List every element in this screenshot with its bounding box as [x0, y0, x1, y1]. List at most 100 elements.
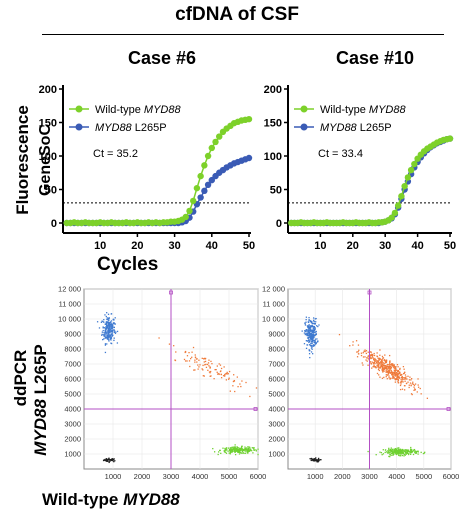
- droplet: [312, 344, 314, 346]
- droplet: [313, 320, 315, 323]
- droplet: [389, 453, 392, 455]
- droplet: [307, 330, 309, 332]
- droplet: [394, 371, 396, 373]
- droplet: [107, 337, 109, 340]
- droplet: [412, 381, 414, 383]
- droplet: [407, 449, 410, 451]
- droplet: [405, 382, 408, 385]
- x-tick-label: 1000: [307, 472, 324, 481]
- droplet: [223, 451, 226, 453]
- droplet: [402, 373, 405, 375]
- droplet: [112, 329, 114, 331]
- droplet: [312, 334, 314, 336]
- droplet: [104, 332, 106, 334]
- droplet: [373, 366, 375, 368]
- droplet: [248, 446, 251, 448]
- droplet: [308, 327, 310, 329]
- droplet: [233, 447, 236, 449]
- droplet: [388, 354, 391, 357]
- droplet: [230, 451, 232, 453]
- droplet: [394, 453, 396, 455]
- droplet: [213, 451, 216, 453]
- droplet: [397, 452, 399, 455]
- droplet: [405, 450, 408, 452]
- droplet: [194, 359, 196, 361]
- droplet: [184, 360, 187, 362]
- droplet: [168, 343, 171, 345]
- legend-marker: [75, 123, 83, 131]
- droplet: [388, 371, 390, 374]
- y-tick-label: 6000: [64, 375, 81, 384]
- droplet: [301, 330, 303, 332]
- droplet: [402, 365, 405, 368]
- droplet: [400, 381, 402, 383]
- droplet: [104, 458, 106, 461]
- droplet: [313, 460, 316, 462]
- droplet: [404, 378, 406, 380]
- droplet: [409, 451, 411, 453]
- droplet: [381, 377, 384, 380]
- droplet: [381, 453, 383, 456]
- droplet: [311, 321, 313, 323]
- droplet: [306, 344, 308, 346]
- droplet: [308, 338, 310, 340]
- droplet: [235, 448, 237, 450]
- droplet: [404, 374, 407, 376]
- droplet: [240, 448, 242, 450]
- y-tick-label: 10 000: [58, 315, 81, 324]
- droplet: [410, 450, 412, 452]
- droplet: [393, 448, 395, 450]
- droplet: [241, 450, 244, 452]
- droplet: [393, 368, 395, 370]
- droplet-cluster-negative: [309, 457, 322, 463]
- droplet: [242, 452, 244, 454]
- droplet: [218, 363, 220, 365]
- droplet: [108, 457, 110, 459]
- droplet: [402, 381, 404, 383]
- droplet: [403, 389, 406, 391]
- data-point: [208, 176, 215, 184]
- droplet: [311, 325, 314, 328]
- droplet: [397, 366, 399, 368]
- droplet: [390, 368, 392, 370]
- droplet: [371, 357, 373, 359]
- droplet: [311, 337, 313, 339]
- droplet: [385, 366, 387, 369]
- droplet: [239, 447, 241, 450]
- droplet: [220, 377, 223, 379]
- droplet: [189, 365, 191, 368]
- droplet: [309, 356, 311, 359]
- droplet: [411, 377, 413, 380]
- droplet: [246, 449, 248, 451]
- droplet: [106, 331, 108, 333]
- droplet: [109, 460, 111, 462]
- droplet: [413, 389, 415, 392]
- droplet: [236, 446, 238, 448]
- droplet: [110, 322, 112, 324]
- droplet: [398, 454, 400, 457]
- droplet: [382, 371, 384, 373]
- data-point: [212, 138, 219, 146]
- droplet: [188, 351, 190, 354]
- droplet: [110, 337, 112, 340]
- droplet: [104, 333, 106, 336]
- droplet: [391, 372, 393, 374]
- droplet: [400, 455, 402, 457]
- droplet: [116, 342, 119, 344]
- droplet: [311, 348, 313, 350]
- droplet: [377, 368, 380, 371]
- droplet: [220, 367, 223, 370]
- droplet: [385, 376, 387, 378]
- droplet: [315, 330, 317, 333]
- droplet: [390, 449, 392, 452]
- droplet: [387, 450, 389, 452]
- droplet: [396, 372, 398, 375]
- droplet: [232, 447, 234, 449]
- x-tick-label: 1000: [105, 472, 122, 481]
- droplet: [385, 371, 387, 374]
- droplet: [114, 330, 116, 332]
- droplet: [404, 377, 406, 379]
- droplet: [257, 453, 259, 456]
- droplet: [386, 378, 388, 380]
- droplet: [409, 376, 411, 378]
